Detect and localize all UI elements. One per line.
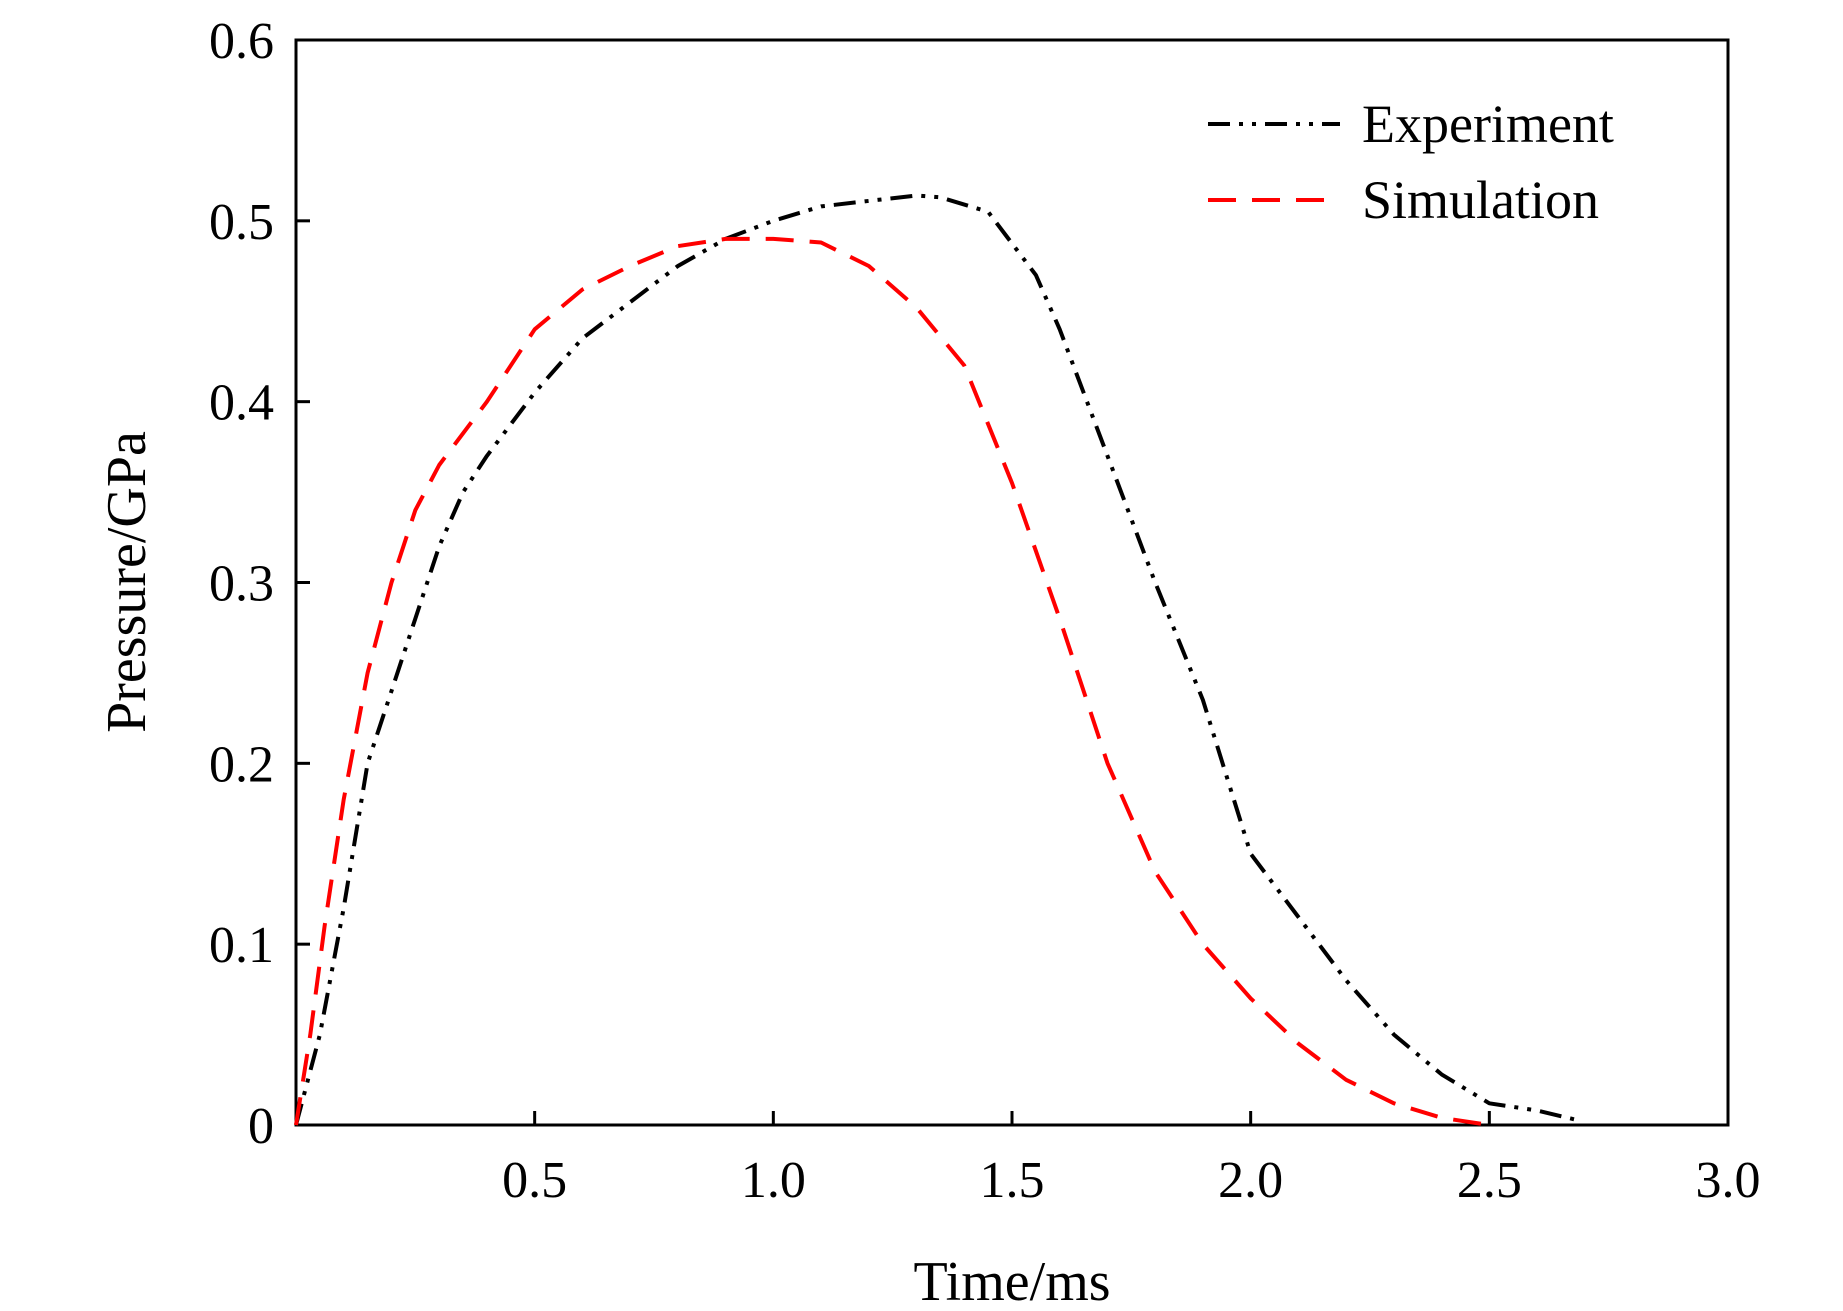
x-tick-label: 2.0 — [1218, 1152, 1283, 1209]
series-layer — [294, 193, 1576, 1127]
series-line-experiment — [294, 193, 1576, 1126]
x-tick-label: 2.5 — [1457, 1152, 1522, 1209]
x-tick-label: 1.0 — [741, 1152, 806, 1209]
x-tick-label: 1.5 — [980, 1152, 1045, 1209]
y-tick-label: 0.3 — [209, 556, 274, 613]
x-axis-ticks: 0.5 1.0 1.5 2.0 2.5 3.0 — [502, 1111, 1761, 1209]
legend: Experiment Simulation — [1208, 94, 1614, 230]
y-tick-label: 0.5 — [209, 194, 274, 251]
y-axis-ticks: 0 0.1 0.2 0.3 0.4 0.5 0.6 — [209, 13, 310, 1155]
y-tick-label: 0.1 — [209, 917, 274, 974]
y-tick-label: 0 — [248, 1098, 274, 1155]
x-tick-label: 0.5 — [502, 1152, 567, 1209]
x-axis-title: Time/ms — [913, 1251, 1110, 1311]
series-line-simulation — [294, 236, 1490, 1127]
x-tick-label: 3.0 — [1696, 1152, 1761, 1209]
y-tick-label: 0.2 — [209, 736, 274, 793]
y-tick-label: 0.6 — [209, 13, 274, 70]
y-axis-title: Pressure/GPa — [96, 431, 158, 733]
y-tick-label: 0.4 — [209, 375, 274, 432]
legend-label-simulation: Simulation — [1362, 170, 1599, 230]
legend-label-experiment: Experiment — [1362, 94, 1614, 154]
